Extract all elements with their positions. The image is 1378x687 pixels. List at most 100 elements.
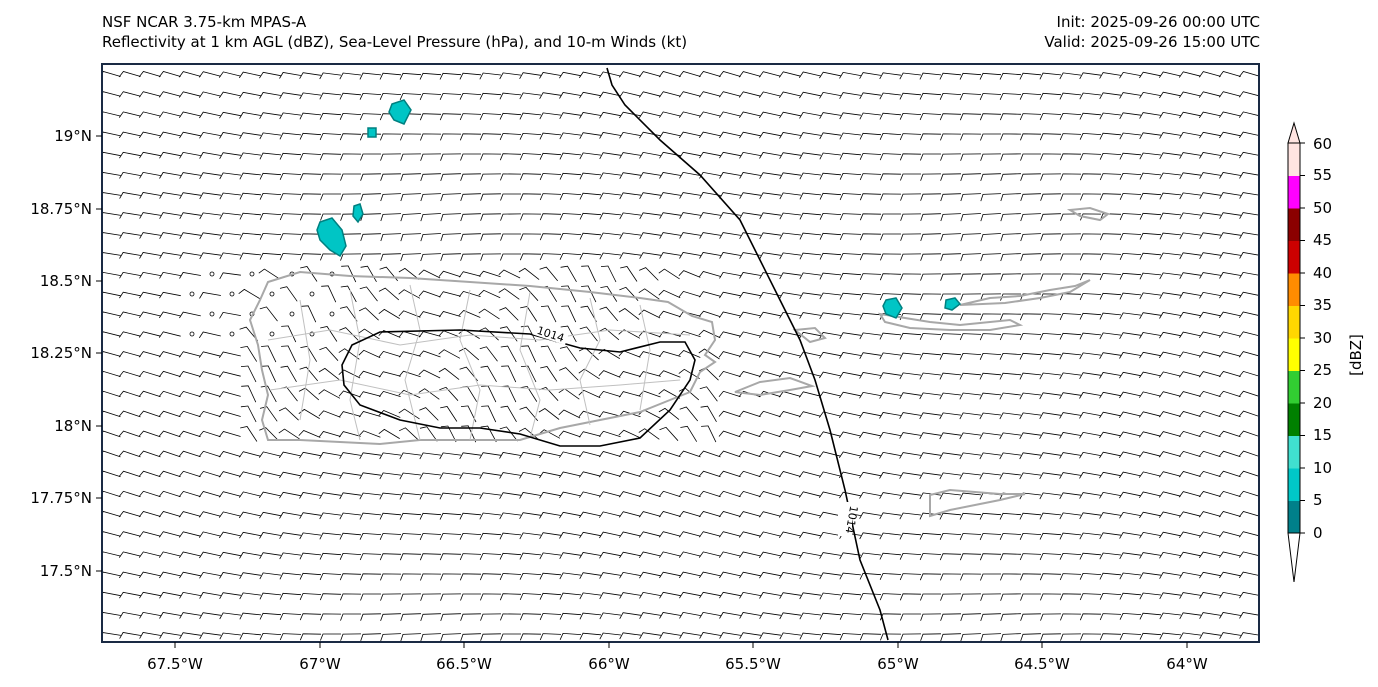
wind-barb: [1080, 193, 1102, 201]
wind-barb: [919, 532, 942, 540]
wind-barb: [159, 172, 181, 179]
wind-barb: [399, 72, 422, 80]
wind-barb: [879, 153, 902, 161]
wind-barb: [658, 351, 681, 358]
wind-barb: [1179, 592, 1201, 599]
model-title: NSF NCAR 3.75-km MPAS-A: [102, 13, 307, 31]
wind-barb: [419, 72, 442, 80]
wind-barb: [479, 72, 501, 80]
wind-barb: [519, 532, 541, 540]
colorbar-title: [dBZ]: [1347, 334, 1365, 376]
coastline-st-thomas: [877, 312, 1024, 331]
wind-barb: [579, 632, 602, 640]
wind-barb: [619, 172, 641, 179]
wind-barb: [460, 253, 482, 261]
wind-barb: [299, 572, 322, 580]
wind-barb: [1178, 430, 1201, 438]
wind-barb: [519, 492, 541, 499]
wind-barb: [679, 252, 701, 259]
wind-barb: [1039, 113, 1062, 121]
wind-barb: [419, 452, 441, 460]
wind-barb: [1159, 572, 1181, 579]
wind-barb: [418, 290, 441, 298]
wind-barb: [419, 553, 442, 561]
wind-barb: [480, 425, 497, 443]
isobar-open: [606, 67, 889, 641]
wind-barb: [1059, 72, 1081, 80]
wind-barb: [519, 593, 542, 601]
wind-barb: [679, 212, 701, 219]
wind-barb: [199, 232, 221, 240]
wind-barb: [420, 153, 442, 161]
wind-barb: [859, 572, 882, 580]
wind-barb: [619, 612, 641, 619]
wind-barb: [1238, 111, 1259, 118]
wind-barb: [639, 632, 661, 639]
wind-barb: [339, 573, 362, 581]
wind-barb: [1079, 392, 1101, 399]
wind-barb: [1238, 311, 1259, 319]
wind-barb: [539, 552, 561, 560]
wind-barb: [579, 212, 602, 220]
wind-barb: [1179, 612, 1201, 620]
wind-barb: [399, 533, 422, 541]
wind-barb: [1020, 153, 1041, 161]
wind-barb: [1139, 511, 1161, 519]
wind-barb: [418, 311, 441, 318]
lon-tick-label: 64.5°W: [1014, 655, 1070, 673]
wind-barb: [798, 71, 821, 79]
wind-barb: [298, 408, 320, 419]
wind-barb: [1039, 92, 1062, 100]
wind-barb: [299, 492, 321, 499]
wind-barb: [519, 173, 542, 181]
wind-barb: [819, 552, 841, 559]
wind-barb: [459, 472, 481, 480]
wind-barb: [1119, 233, 1142, 241]
calm-wind-marker: [209, 271, 215, 277]
wind-barb: [1199, 152, 1221, 159]
wind-barb: [539, 592, 562, 600]
wind-barb: [521, 345, 537, 363]
wind-barb: [299, 633, 322, 641]
wind-barb: [479, 492, 501, 500]
wind-barb: [500, 345, 517, 363]
wind-barb: [259, 172, 282, 180]
wind-barb: [839, 253, 862, 260]
wind-barb: [599, 91, 621, 99]
wind-barb: [900, 173, 921, 181]
wind-barb: [219, 592, 241, 599]
wind-barb: [1079, 72, 1101, 80]
wind-barb: [778, 511, 801, 518]
wind-barb: [458, 347, 480, 361]
wind-barb: [279, 233, 302, 241]
wind-barb: [960, 133, 982, 141]
wind-barb: [539, 233, 562, 241]
wind-barb: [718, 91, 741, 98]
wind-barb: [1059, 452, 1081, 459]
wind-barb: [119, 192, 141, 199]
wind-barb: [159, 151, 181, 159]
wind-barb: [618, 491, 641, 498]
wind-barb: [759, 291, 781, 299]
wind-barb: [919, 412, 941, 420]
wind-barb: [759, 252, 781, 259]
wind-barb: [980, 293, 1002, 301]
wind-barb: [778, 351, 801, 358]
wind-barb: [598, 370, 621, 378]
wind-barb: [1119, 112, 1141, 120]
wind-barb: [940, 153, 962, 161]
wind-barb: [1119, 312, 1141, 320]
wind-barb: [980, 133, 1001, 141]
echo-cell-1: [388, 99, 412, 125]
wind-barb: [1099, 372, 1121, 379]
wind-barb: [899, 472, 921, 479]
wind-barb: [1179, 311, 1201, 319]
wind-barb: [240, 345, 258, 362]
wind-barb: [399, 512, 422, 520]
wind-barb: [420, 573, 442, 581]
wind-barb: [618, 511, 641, 518]
wind-barb: [599, 306, 619, 322]
wind-barb: [880, 193, 902, 201]
wind-barb: [1000, 273, 1022, 281]
wind-barb: [539, 532, 561, 539]
